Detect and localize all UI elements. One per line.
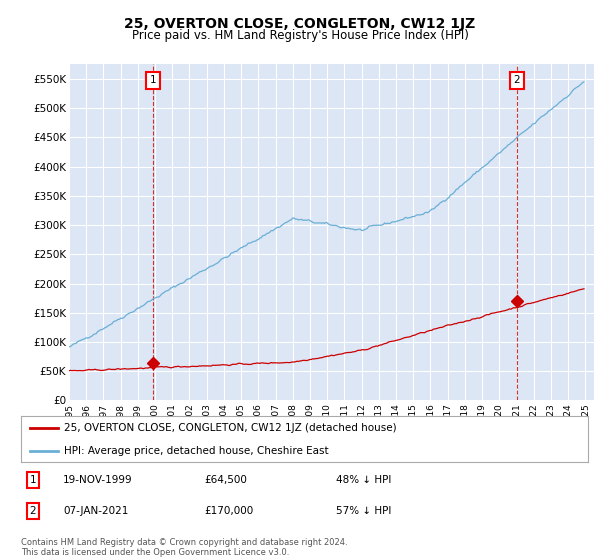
Text: 19-NOV-1999: 19-NOV-1999 <box>63 475 133 485</box>
Text: 25, OVERTON CLOSE, CONGLETON, CW12 1JZ (detached house): 25, OVERTON CLOSE, CONGLETON, CW12 1JZ (… <box>64 423 396 433</box>
Text: Price paid vs. HM Land Registry's House Price Index (HPI): Price paid vs. HM Land Registry's House … <box>131 29 469 42</box>
Text: Contains HM Land Registry data © Crown copyright and database right 2024.
This d: Contains HM Land Registry data © Crown c… <box>21 538 347 557</box>
Text: HPI: Average price, detached house, Cheshire East: HPI: Average price, detached house, Ches… <box>64 446 328 456</box>
Text: 1: 1 <box>149 75 157 85</box>
Text: £64,500: £64,500 <box>204 475 247 485</box>
Text: 57% ↓ HPI: 57% ↓ HPI <box>336 506 391 516</box>
Text: 2: 2 <box>514 75 520 85</box>
Text: 2: 2 <box>29 506 37 516</box>
Text: 48% ↓ HPI: 48% ↓ HPI <box>336 475 391 485</box>
Text: £170,000: £170,000 <box>204 506 253 516</box>
Text: 07-JAN-2021: 07-JAN-2021 <box>63 506 128 516</box>
Text: 1: 1 <box>29 475 37 485</box>
Text: 25, OVERTON CLOSE, CONGLETON, CW12 1JZ: 25, OVERTON CLOSE, CONGLETON, CW12 1JZ <box>124 17 476 31</box>
